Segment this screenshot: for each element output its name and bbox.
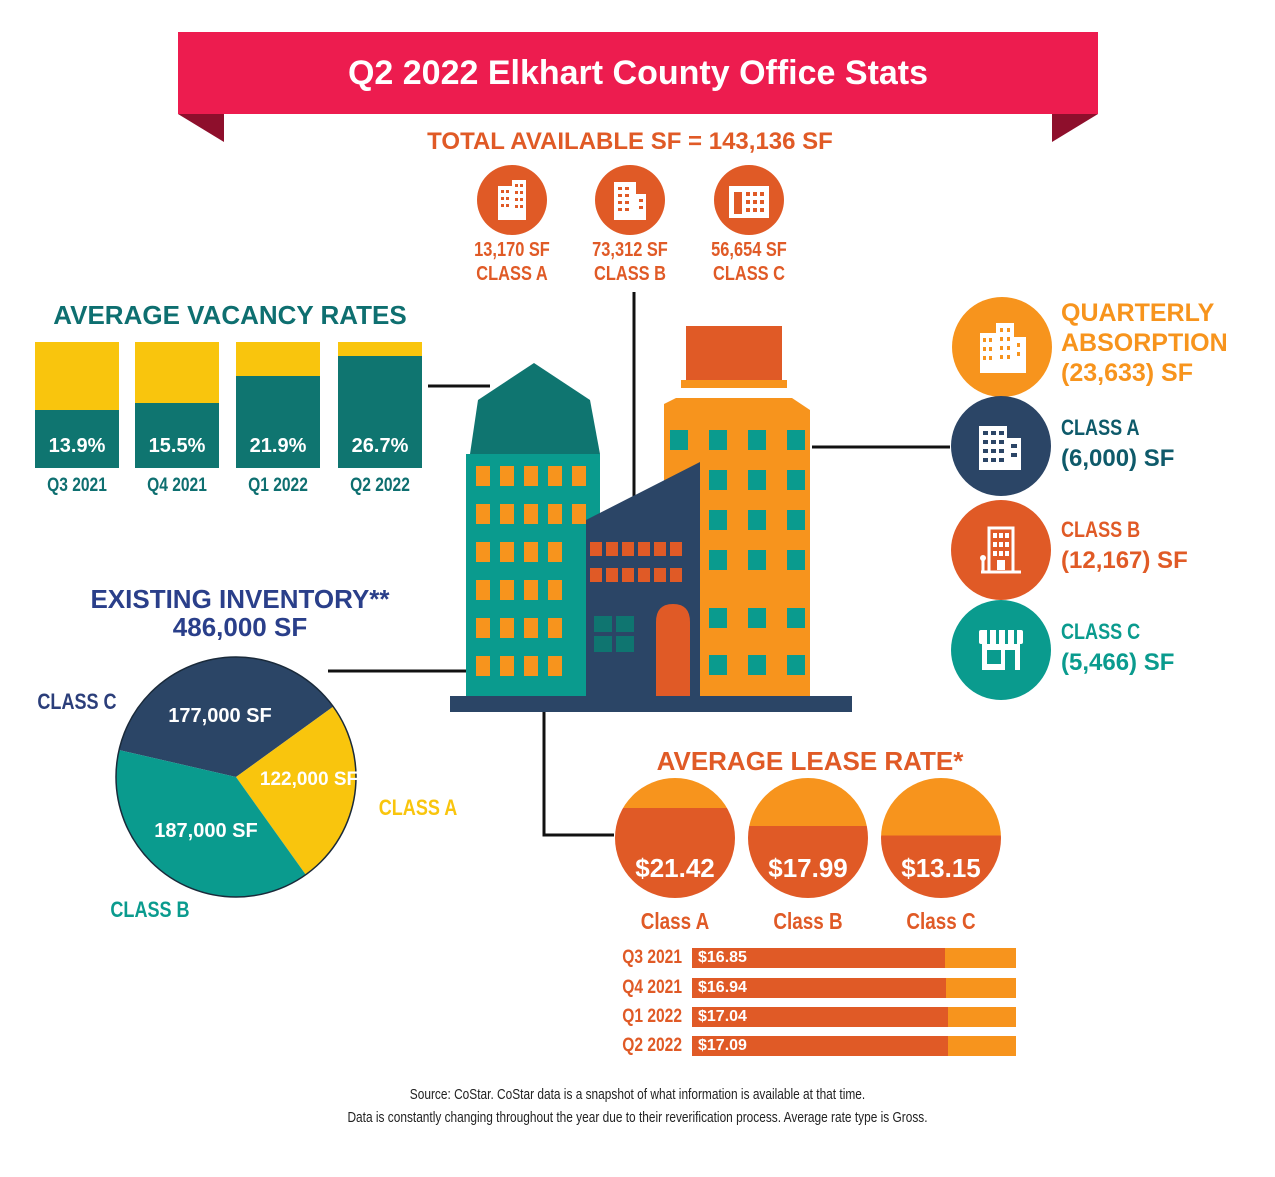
pie-slice-class-c [119, 657, 334, 777]
available-class-a-sf: 13,170 SF [474, 239, 550, 261]
vacancy-bar-remainder [135, 342, 219, 403]
tall-building-icon [477, 165, 547, 235]
low-building-icon [714, 165, 784, 235]
available-class-b-sf: 73,312 SF [592, 239, 668, 261]
lease-bar-track: $17.04 [692, 1007, 1016, 1027]
office-tower-icon [595, 165, 665, 235]
lease-circle-class-b: $17.99 [748, 778, 868, 898]
lease-rate-class-c: $13.15 [901, 852, 981, 883]
absorption-class-c-value: (5,466) SF [1061, 649, 1175, 676]
vacancy-category-label: Q3 2021 [47, 475, 107, 496]
vacancy-heading: AVERAGE VACANCY RATES [53, 300, 407, 330]
vacancy-bar-remainder [236, 342, 320, 376]
vacancy-bar-value: 13.9% [35, 410, 119, 468]
vacancy-bar-value: 21.9% [236, 376, 320, 468]
page-title: Q2 2022 Elkhart County Office Stats [347, 54, 929, 92]
lease-bar-label: Q3 2021 [622, 947, 682, 968]
footer-note: Data is constantly changing throughout t… [347, 1110, 928, 1126]
absorption-class-a-label: CLASS A [1061, 415, 1140, 440]
vacancy-category-label: Q4 2021 [147, 475, 207, 496]
available-heading: TOTAL AVAILABLE SF = 143,136 SF [427, 128, 833, 155]
pie-value-class-b: 187,000 SF [154, 820, 258, 842]
lease-label-class-a: Class A [640, 908, 710, 934]
absorption-class-b-label: CLASS B [1061, 517, 1141, 542]
vacancy-bar-remainder [35, 342, 119, 410]
absorption-total: (23,633) SF [1061, 359, 1194, 387]
absorption-building-icon [952, 297, 1052, 397]
pie-label-class-c: CLASS C [37, 689, 117, 714]
lease-bar-label: Q1 2022 [622, 1006, 682, 1027]
footer-source: Source: CoStar. CoStar data is a snapsho… [409, 1087, 866, 1103]
vacancy-category-label: Q1 2022 [248, 475, 308, 496]
absorption-heading-1: QUARTERLY [1061, 299, 1215, 327]
lease-bar-track: $16.94 [692, 978, 1016, 998]
available-class-a-label: CLASS A [476, 263, 548, 285]
lease-bar-fill: $16.85 [692, 948, 945, 968]
pie-slice-class-a [236, 706, 356, 875]
available-class-b-label: CLASS B [593, 263, 666, 285]
lease-bar-label: Q2 2022 [622, 1035, 682, 1056]
lease-bar-track: $16.85 [692, 948, 1016, 968]
pie-outline [115, 656, 357, 898]
lease-bar-fill: $17.09 [692, 1036, 948, 1056]
banner-fold-right [1052, 114, 1098, 142]
absorption-heading-2: ABSORPTION [1061, 329, 1228, 357]
lease-label-class-b: Class B [773, 908, 843, 934]
title-banner [178, 32, 1098, 114]
pie-value-class-c: 177,000 SF [168, 705, 272, 727]
absorption-class-c-label: CLASS C [1061, 619, 1141, 644]
vacancy-bar-2: 21.9% [236, 342, 320, 468]
pie-label-class-b: CLASS B [110, 897, 190, 922]
lease-label-class-c: Class C [906, 908, 976, 934]
available-class-c-label: CLASS C [712, 263, 785, 285]
lease-bar-track: $17.09 [692, 1036, 1016, 1056]
lease-rate-class-a: $21.42 [635, 852, 715, 883]
pie-slice-class-b [116, 750, 306, 897]
vacancy-bar-1: 15.5% [135, 342, 219, 468]
class-b-building-icon [951, 500, 1051, 600]
pie-value-class-a: 122,000 SF [259, 769, 359, 790]
vacancy-bar-3: 26.7% [338, 342, 422, 468]
lease-rate-class-b: $17.99 [768, 852, 848, 883]
pie-label-class-a: CLASS A [378, 795, 458, 820]
lease-bar-fill: $16.94 [692, 978, 946, 998]
absorption-class-a-value: (6,000) SF [1061, 445, 1175, 472]
inventory-heading: EXISTING INVENTORY** [90, 584, 390, 614]
class-a-building-icon [951, 396, 1051, 496]
storefront-icon [951, 600, 1051, 700]
lease-bar-label: Q4 2021 [622, 977, 682, 998]
lease-heading: AVERAGE LEASE RATE* [656, 746, 964, 776]
vacancy-bar-value: 15.5% [135, 403, 219, 468]
banner-fold-left [178, 114, 224, 142]
vacancy-bar-0: 13.9% [35, 342, 119, 468]
available-class-c-sf: 56,654 SF [711, 239, 787, 261]
vacancy-bar-value: 26.7% [338, 356, 422, 468]
inventory-total: 486,000 SF [172, 612, 308, 642]
absorption-class-b-value: (12,167) SF [1061, 547, 1188, 574]
vacancy-bar-remainder [338, 342, 422, 356]
lease-bar-fill: $17.04 [692, 1007, 948, 1027]
lease-circle-class-a: $21.42 [615, 778, 735, 898]
lease-circle-class-c: $13.15 [881, 778, 1001, 898]
vacancy-category-label: Q2 2022 [350, 475, 410, 496]
